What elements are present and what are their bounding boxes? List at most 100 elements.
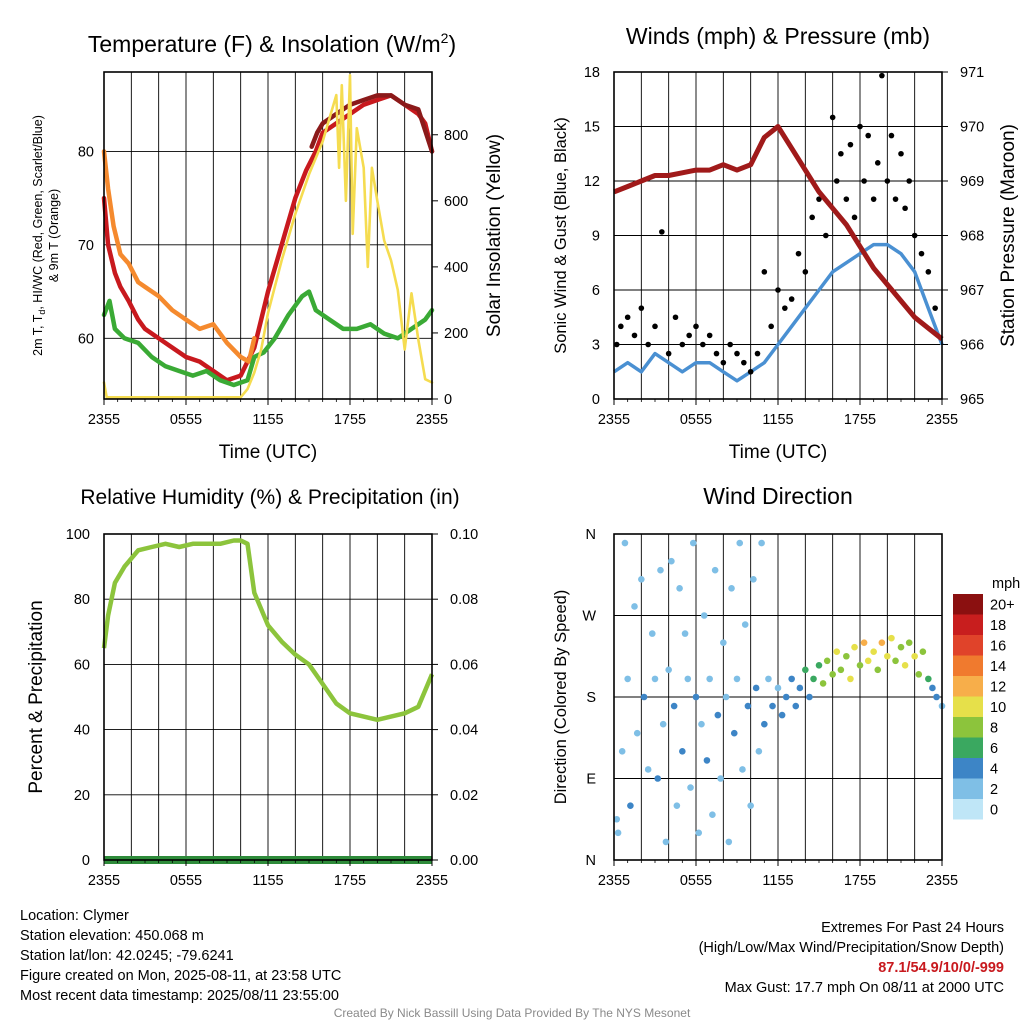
dir-point [915, 671, 923, 678]
speed-legend-label: 18 [990, 618, 1006, 634]
dir-point [864, 657, 872, 665]
speed-legend-swatch [953, 635, 983, 656]
dir-point [778, 711, 786, 719]
winds-gust-point [761, 269, 768, 275]
winds-y2tick-label: 970 [960, 120, 984, 136]
winds-gust-point [706, 332, 713, 339]
rh-y2tick-label: 0.06 [450, 657, 478, 673]
dir-point [676, 585, 683, 592]
dir-point [627, 802, 634, 809]
dir-point [644, 766, 652, 773]
dir-point [621, 539, 629, 547]
winds-ytick-label: 3 [592, 338, 600, 354]
dir-point [860, 639, 868, 646]
winds-gust-point [874, 160, 881, 166]
winds-y2tick-label: 966 [960, 338, 984, 354]
winds-ytick-label: 12 [584, 174, 600, 190]
dir-point [765, 675, 772, 683]
temp-xtick-label: 2355 [88, 412, 120, 428]
temp-xtick-label: 1155 [252, 412, 283, 428]
dir-point [769, 702, 776, 710]
dir-point [695, 829, 703, 837]
speed-legend-label: 8 [990, 720, 998, 736]
dir-point [782, 693, 790, 701]
winds-xlabel: Time (UTC) [729, 442, 828, 463]
dir-point [847, 675, 854, 683]
winds-gust-point [652, 323, 658, 330]
location-text: Location: Clymer [20, 908, 129, 924]
winds-gust-point [693, 323, 699, 330]
dir-point [750, 575, 757, 583]
dir-point [730, 729, 738, 737]
dir-point [736, 539, 744, 547]
dir-point [747, 802, 754, 809]
winds-gust-point [613, 341, 620, 348]
temp-ytick-label: 80 [78, 144, 94, 160]
temp-ylabel-line2: & 9m T (Orange) [47, 189, 61, 282]
dir-point [870, 648, 877, 656]
winds-series-wind [613, 242, 944, 383]
dir-point [703, 757, 711, 764]
winds-gust-point [925, 269, 932, 275]
winds-gust-point [888, 132, 895, 139]
speed-legend-swatch [953, 737, 983, 758]
dir-point [878, 639, 886, 646]
dir-point [711, 566, 719, 574]
dir-point [739, 766, 746, 773]
winds-gust-point [700, 341, 706, 348]
credit-footer: Created By Nick Bassill Using Data Provi… [333, 1006, 691, 1020]
winds-gust-point [918, 250, 925, 257]
dir-xtick-label: 1755 [844, 873, 876, 889]
dir-xtick-label: 1155 [762, 873, 793, 889]
winds-gust-point [788, 296, 795, 302]
station-info: Location: Clymer Station elevation: 450.… [20, 906, 341, 1006]
winds-gust-point [843, 196, 850, 202]
winds-gust-point [884, 178, 891, 184]
extremes-info: Extremes For Past 24 Hours (High/Low/Max… [699, 918, 1004, 998]
winds-gust-point [720, 359, 727, 366]
speed-legend-label: 16 [990, 638, 1006, 654]
dir-xtick-label: 2355 [926, 873, 958, 889]
dir-point [654, 775, 662, 782]
winds-gust-point [659, 229, 665, 235]
winds-gust-point [618, 323, 624, 330]
winds-title: Winds (mph) & Pressure (mb) [626, 23, 930, 49]
speed-legend-swatch [953, 696, 983, 717]
speed-legend-label: 4 [990, 761, 998, 777]
winds-gust-point [861, 178, 867, 184]
rh-ytick-label: 60 [74, 657, 90, 673]
dir-point [624, 675, 631, 683]
rh-y2tick-label: 0.04 [450, 723, 478, 739]
temp-ytick-label: 60 [78, 331, 94, 347]
elevation-text: Station elevation: 450.068 m [20, 928, 204, 944]
speed-legend-label: 0 [990, 802, 998, 818]
rh-y2tick-label: 0.02 [450, 788, 478, 804]
dir-point [905, 639, 913, 646]
speed-legend-label: 10 [990, 700, 1006, 716]
rh-ylabel: Percent & Precipitation [26, 600, 47, 793]
winds-gust-point [892, 196, 899, 202]
dir-point [725, 838, 733, 846]
speed-legend-label: 12 [990, 679, 1006, 695]
dir-point [687, 784, 694, 791]
dir-point [728, 585, 735, 592]
winds-xtick-label: 1755 [844, 412, 876, 428]
dir-ytick-label: W [582, 609, 596, 625]
dir-point [851, 643, 858, 651]
winds-gust-point [829, 114, 836, 121]
winds-gust-point [823, 232, 829, 239]
dir-point [614, 829, 622, 837]
winds-gust-point [879, 72, 885, 79]
winds-gust-point [795, 250, 802, 257]
winds-gust-point [679, 341, 686, 348]
dir-point [856, 662, 864, 669]
rh-series-humidity [101, 538, 435, 723]
temp-y2tick-label: 600 [444, 194, 468, 210]
dir-point [689, 539, 697, 547]
dir-point [744, 702, 752, 710]
winds-y2tick-label: 965 [960, 392, 984, 408]
winds-xtick-label: 0555 [680, 412, 712, 428]
